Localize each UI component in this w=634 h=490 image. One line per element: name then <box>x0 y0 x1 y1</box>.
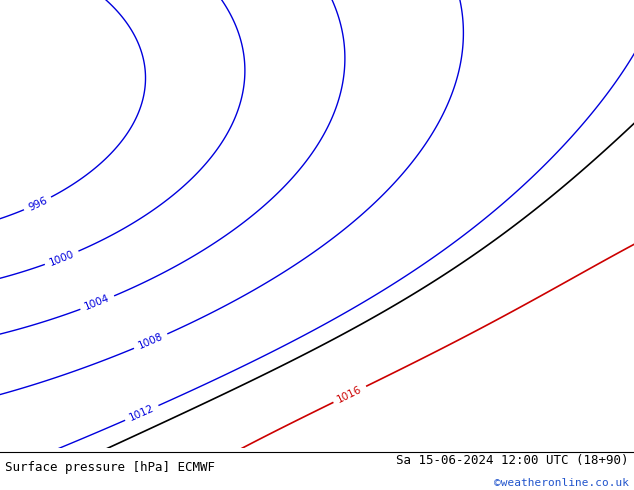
Text: Sa 15-06-2024 12:00 UTC (18+90): Sa 15-06-2024 12:00 UTC (18+90) <box>396 454 629 466</box>
Text: 1016: 1016 <box>336 384 364 405</box>
Text: ©weatheronline.co.uk: ©weatheronline.co.uk <box>494 477 629 488</box>
Text: 1012: 1012 <box>127 403 156 423</box>
Text: Surface pressure [hPa] ECMWF: Surface pressure [hPa] ECMWF <box>5 461 215 474</box>
Text: 1000: 1000 <box>48 248 75 268</box>
Text: 996: 996 <box>27 195 49 213</box>
Text: 1008: 1008 <box>137 331 165 351</box>
Text: 1004: 1004 <box>83 294 112 312</box>
Text: 1013: 1013 <box>60 453 89 473</box>
